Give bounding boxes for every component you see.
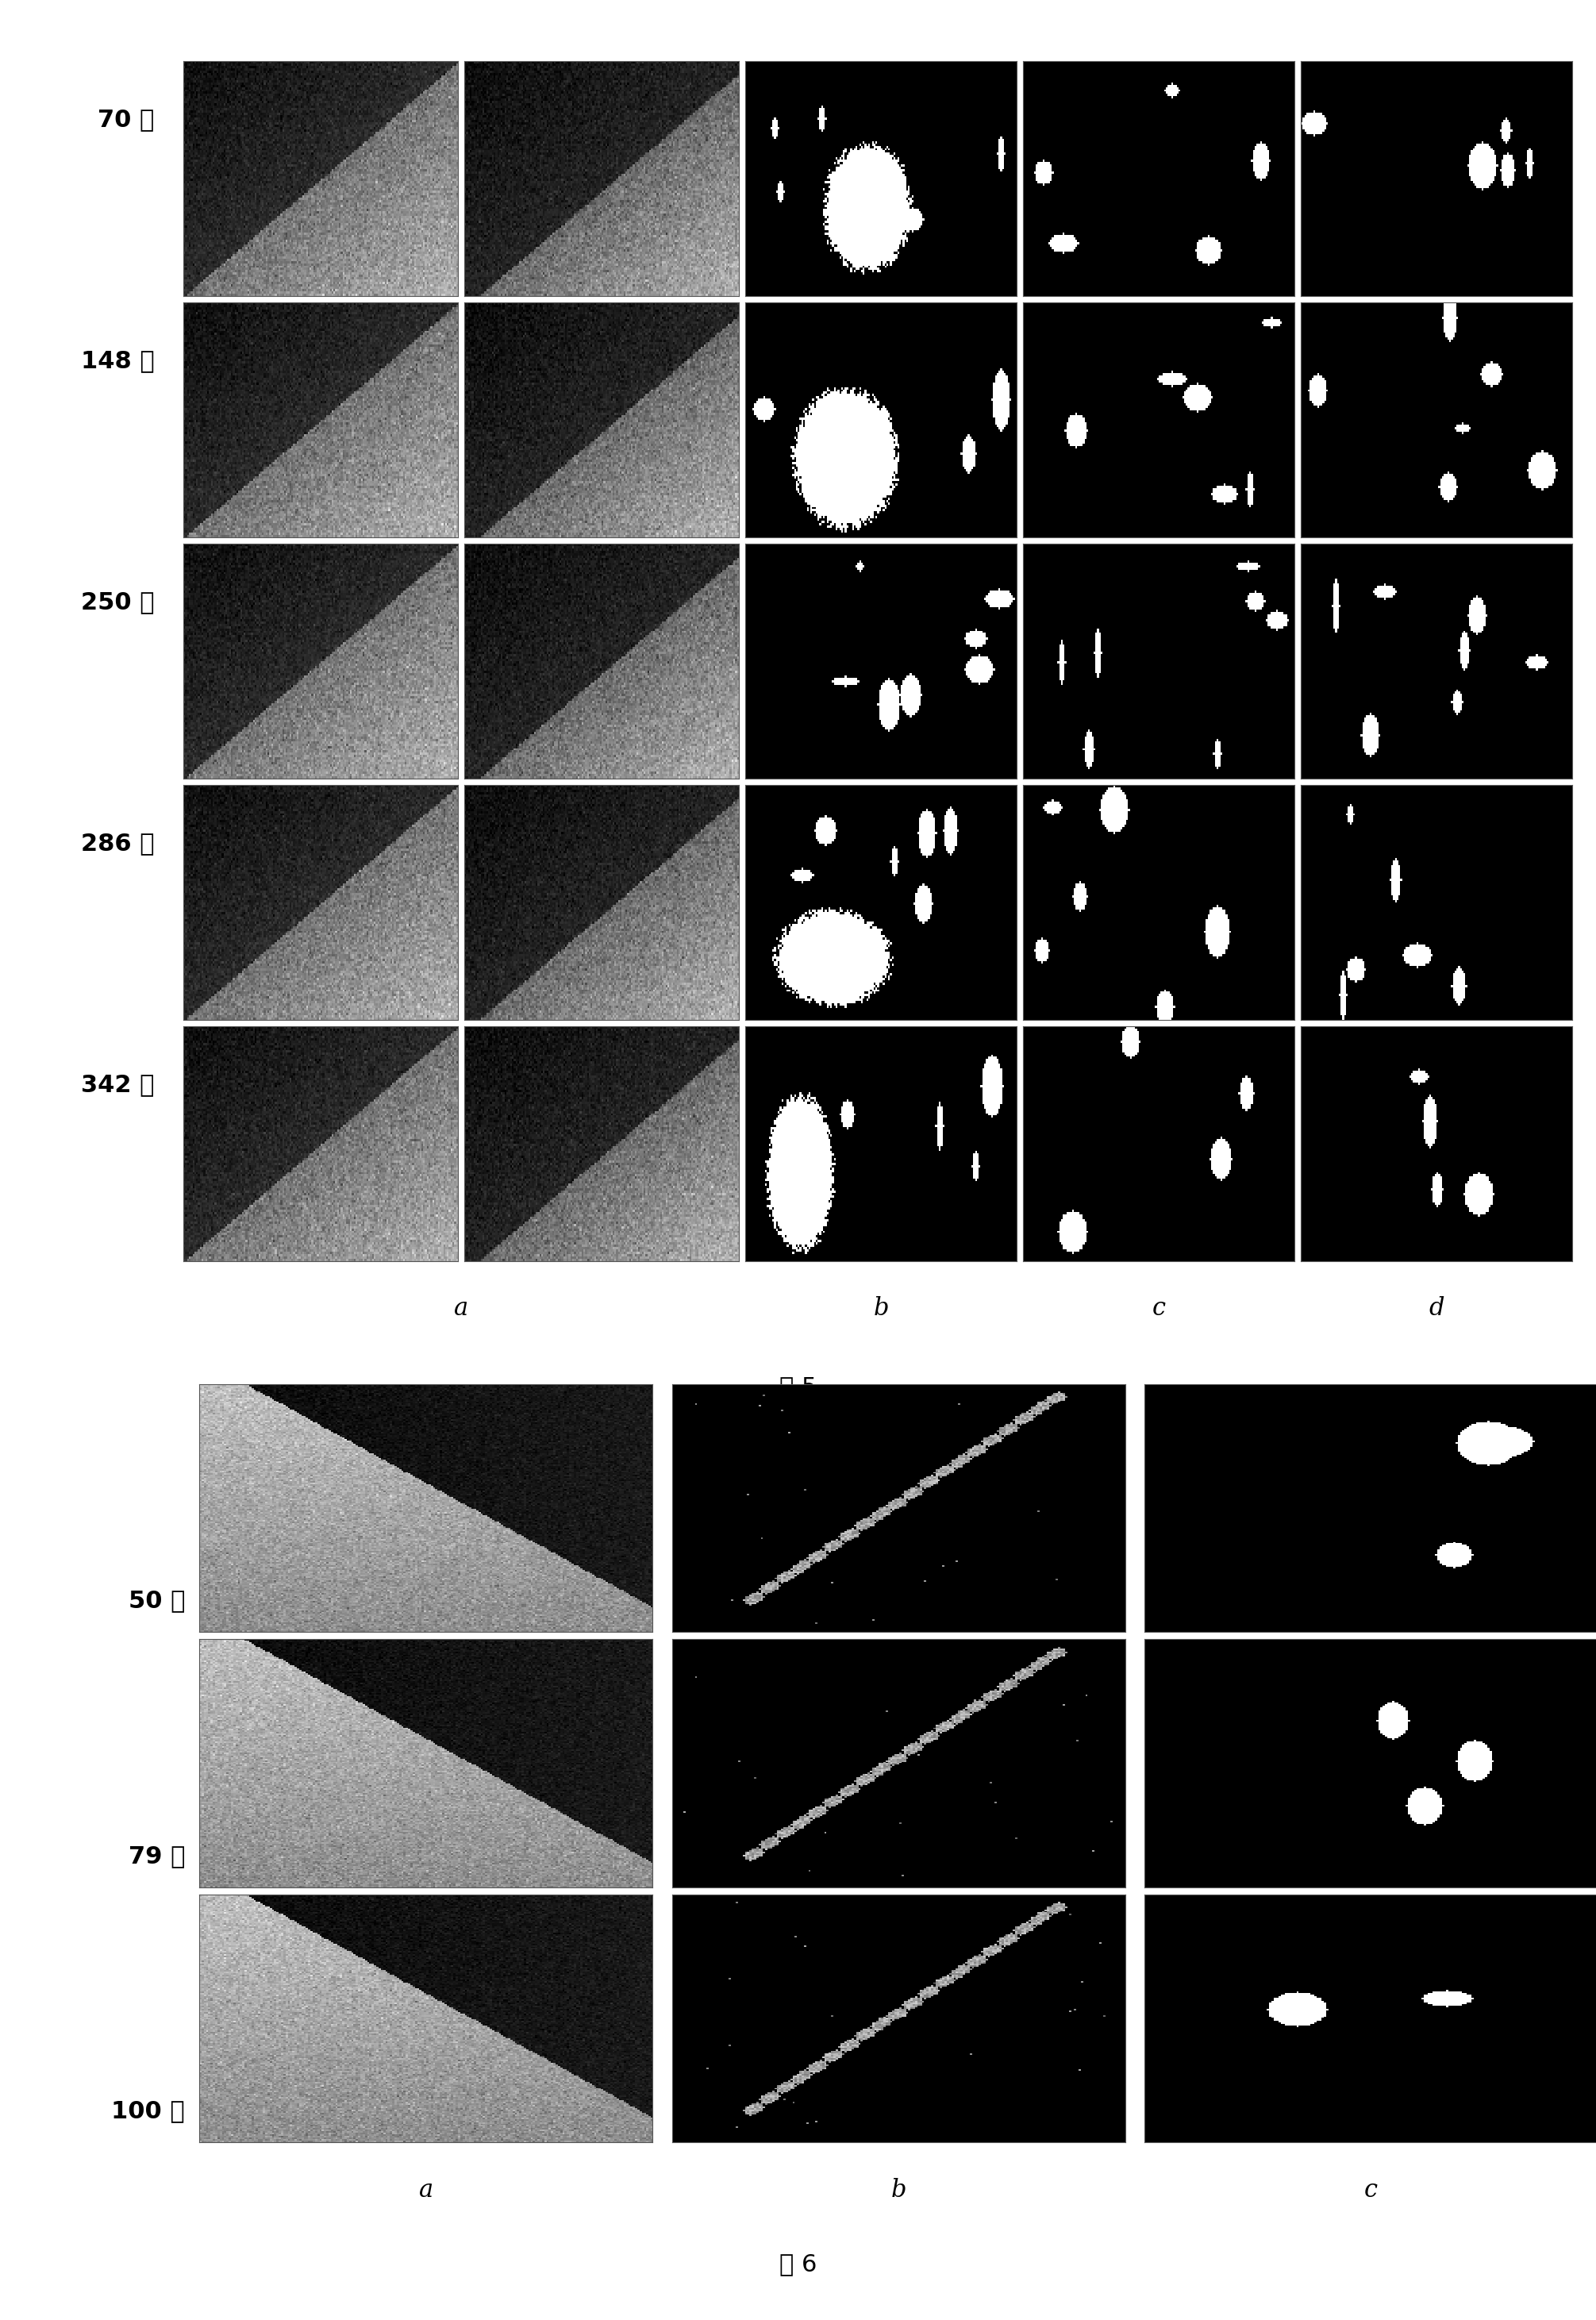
Text: a: a (453, 1297, 469, 1320)
Text: b: b (873, 1297, 889, 1320)
Text: a: a (418, 2178, 434, 2202)
Text: 50 帧: 50 帧 (128, 1589, 185, 1612)
Text: 286 帧: 286 帧 (81, 833, 155, 856)
Text: 100 帧: 100 帧 (112, 2100, 185, 2123)
Text: c: c (1365, 2178, 1377, 2202)
Text: 79 帧: 79 帧 (128, 1844, 185, 1868)
Text: 342 帧: 342 帧 (81, 1074, 155, 1097)
Text: c: c (1152, 1297, 1165, 1320)
Text: 148 帧: 148 帧 (81, 350, 155, 374)
Text: 250 帧: 250 帧 (81, 592, 155, 615)
Text: 图 5: 图 5 (779, 1376, 817, 1399)
Text: d: d (1428, 1297, 1444, 1320)
Text: 图 6: 图 6 (779, 2253, 817, 2276)
Text: b: b (891, 2178, 907, 2202)
Text: 70 帧: 70 帧 (97, 109, 155, 132)
